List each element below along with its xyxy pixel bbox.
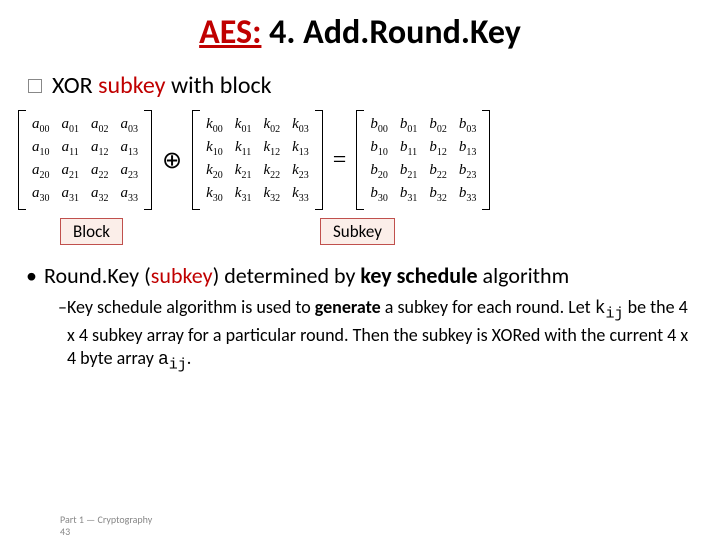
pt-red: subkey (151, 262, 213, 289)
main-bullet: • Round.Key (subkey) determined by key s… (26, 262, 694, 290)
sub-e: . (187, 347, 192, 369)
dash-icon: – (58, 296, 67, 376)
block-label: Block (60, 218, 123, 245)
subhead-rest: with block (166, 71, 272, 100)
subhead-plain: XOR (52, 71, 98, 100)
sub-bullet-text: Key schedule algorithm is used to genera… (67, 296, 694, 376)
sub-b: generate (315, 296, 381, 318)
footer-line2: 43 (60, 526, 152, 538)
square-bullet-icon (28, 79, 42, 93)
title-rest: 4. Add.Round.Key (261, 12, 520, 53)
sub-c: a subkey for each round. Let (381, 296, 595, 318)
sub-kv: k (595, 299, 606, 319)
matrix-result: b00b01b02b03b10b11b12b13b20b21b22b23b30b… (356, 110, 490, 210)
sub-k: kij (595, 299, 624, 319)
matrix-subkey: k00k01k02k03k10k11k12k13k20k21k22k23k30k… (192, 110, 323, 210)
matrix-block: a00a01a02a03a10a11a12a13a20a21a22a23a30a… (18, 110, 152, 210)
subhead-red: subkey (98, 71, 165, 100)
sub-av: aij (158, 350, 187, 370)
main-bullet-text: Round.Key (subkey) determined by key sch… (44, 262, 569, 290)
pt-tail: algorithm (478, 262, 570, 289)
pt-bold: key schedule (360, 262, 477, 289)
equation-row: a00a01a02a03a10a11a12a13a20a21a22a23a30a… (18, 110, 720, 210)
eq-op: = (333, 147, 347, 174)
footer-line1: Part 1 — Cryptography (60, 514, 152, 526)
labels-row: Block Subkey (0, 218, 720, 246)
sub-ks: ij (606, 305, 624, 322)
xor-op: ⊕ (162, 146, 182, 175)
subheading-row: XOR subkey with block (28, 71, 720, 100)
slide-title: AES: 4. Add.Round.Key (0, 12, 720, 53)
sub-bullet: – Key schedule algorithm is used to gene… (58, 296, 694, 376)
sub-as: ij (169, 357, 187, 374)
subheading: XOR subkey with block (52, 71, 272, 100)
dot-icon: • (26, 262, 44, 290)
body-text: • Round.Key (subkey) determined by key s… (26, 262, 694, 375)
pt-lead: Round.Key ( (44, 262, 151, 289)
slide-footer: Part 1 — Cryptography 43 (60, 514, 152, 538)
sub-a: Key schedule algorithm is used to (67, 296, 315, 318)
pt-mid: ) determined by (213, 262, 361, 289)
sub-avv: a (158, 350, 169, 370)
title-prefix: AES: (199, 12, 261, 53)
subkey-label: Subkey (320, 218, 395, 245)
